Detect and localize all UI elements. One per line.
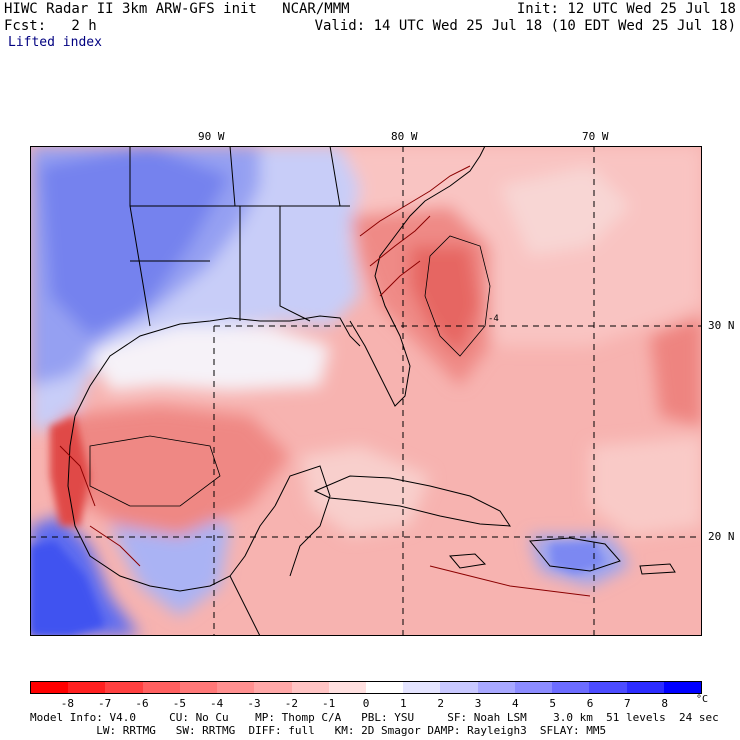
colorbar-tick-label: 8 <box>661 697 668 710</box>
valid-time: Valid: 14 UTC Wed 25 Jul 18 (10 EDT Wed … <box>314 18 736 34</box>
state-border-8 <box>229 146 236 207</box>
region-blue-mexico-pacific <box>30 541 105 636</box>
lat-label-20n: 20 N <box>708 530 735 543</box>
colorbar-tick-label: -7 <box>98 697 112 710</box>
colorbar-tick-label: 3 <box>474 697 482 710</box>
region-white-atlantic-east <box>500 166 630 256</box>
colorbar-tick-label: 4 <box>512 697 519 710</box>
model-info-line1: Model Info: V4.0 CU: No Cu MP: Thomp C/A… <box>30 711 719 724</box>
colorbar-segment <box>663 682 701 693</box>
colorbar-tick-label: -4 <box>210 697 224 710</box>
colorbar-segment <box>477 682 515 693</box>
colorbar-tick-label: -1 <box>322 697 336 710</box>
field-name: Lifted index <box>8 35 102 50</box>
jamaica <box>448 553 487 569</box>
model-title: HIWC Radar II 3km ARW-GFS init NCAR/MMM <box>4 1 350 17</box>
contour-mexico <box>59 445 141 567</box>
region-blue-strong-texas-ok <box>40 146 230 336</box>
contour-minus4-east <box>424 235 491 357</box>
yucatan <box>274 465 331 577</box>
colorbar-segment <box>365 682 404 693</box>
lon-label-80w: 80 W <box>391 130 418 143</box>
colorbar-tick-label: -8 <box>60 697 74 710</box>
colorbar-segment <box>31 682 69 693</box>
lon-label-90w: 90 W <box>198 130 225 143</box>
region-light-caribbean <box>300 446 430 536</box>
colorbar-unit: °C <box>696 694 709 705</box>
colorbar-tick-label: -5 <box>172 697 186 710</box>
lifted-index-map: -4 <box>30 146 702 636</box>
colorbar-tick-label: 6 <box>586 697 594 710</box>
state-border-5 <box>279 206 311 322</box>
region-red-strong-mexico-coast <box>50 416 90 526</box>
colorbar-tick-label: 7 <box>624 697 631 710</box>
terrain-contours <box>59 165 591 597</box>
colorbar-segment <box>105 682 143 693</box>
hispaniola <box>529 537 621 572</box>
florida-peninsula <box>349 146 486 407</box>
central-america-coast <box>229 575 261 636</box>
contour-label: -4 <box>488 314 499 324</box>
region-blue-mexico-mountains <box>110 506 230 616</box>
colorbar-tick-label: 0 <box>362 697 370 710</box>
puerto-rico <box>639 563 676 575</box>
coastlines <box>67 146 676 636</box>
region-white-gulf-north <box>90 326 330 391</box>
gulf-coast <box>74 315 361 417</box>
lat-label-30n: 30 N <box>708 319 735 332</box>
cuba <box>313 475 511 527</box>
forecast-hour: Fcst: 2 h <box>4 18 97 34</box>
colorbar-segment <box>291 682 329 693</box>
colorbar-tick-label: 1 <box>400 697 407 710</box>
region-red-gulf <box>60 406 290 536</box>
init-time: Init: 12 UTC Wed 25 Jul 18 <box>516 1 736 17</box>
map-frame <box>30 146 702 636</box>
lat-lon-grid <box>30 146 702 636</box>
colorbar-tick-label: 2 <box>437 697 444 710</box>
colorbar-segment <box>328 682 366 693</box>
contour-minus4-gulf <box>89 435 221 507</box>
colorbar-segment <box>514 682 553 693</box>
colorbar-segment <box>68 682 106 693</box>
colorbar <box>30 681 702 694</box>
colorbar-tick-label: -6 <box>135 697 149 710</box>
colorbar-tick-label: -3 <box>247 697 261 710</box>
model-info-line2: LW: RRTMG SW: RRTMG DIFF: full KM: 2D Sm… <box>30 724 607 737</box>
mexico-gulf-coast <box>67 415 276 592</box>
colorbar-segment <box>440 682 478 693</box>
region-blue-hispaniola-core <box>550 541 605 574</box>
colorbar-tick-label: -2 <box>284 697 298 710</box>
region-red-east <box>650 316 702 426</box>
contour-caribbean <box>429 565 591 597</box>
colorbar-segment <box>626 682 664 693</box>
lon-label-70w: 70 W <box>582 130 609 143</box>
colorbar-segment <box>589 682 627 693</box>
colorbar-segment <box>403 682 441 693</box>
colorbar-tick-label: 5 <box>549 697 556 710</box>
state-border-7 <box>329 146 341 207</box>
colorbar-segment <box>254 682 292 693</box>
state-border-1 <box>129 146 151 327</box>
colorbar-segment <box>217 682 255 693</box>
colorbar-segment <box>142 682 180 693</box>
colorbar-ticks: -8 -7 -6 -5 -4 -3 -2 -1 0 1 2 3 4 5 6 7 8 <box>0 697 740 711</box>
lifted-index-contours <box>89 235 491 507</box>
colorbar-segment <box>552 682 590 693</box>
region-light-atlantic-south <box>590 436 702 536</box>
colorbar-segment <box>179 682 218 693</box>
contour-appalachian <box>359 165 471 297</box>
